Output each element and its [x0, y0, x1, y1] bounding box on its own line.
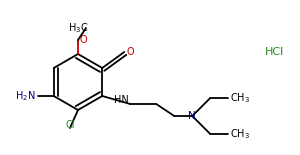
- Text: H$_2$N: H$_2$N: [15, 89, 36, 103]
- Text: H$_3$C: H$_3$C: [68, 21, 88, 35]
- Text: Cl: Cl: [65, 120, 75, 130]
- Text: HN: HN: [115, 95, 129, 105]
- Text: O: O: [126, 47, 134, 57]
- Text: O: O: [80, 35, 88, 45]
- Text: N: N: [188, 111, 196, 121]
- Text: CH$_3$: CH$_3$: [230, 91, 250, 105]
- Text: HCl: HCl: [265, 47, 284, 57]
- Text: CH$_3$: CH$_3$: [230, 127, 250, 141]
